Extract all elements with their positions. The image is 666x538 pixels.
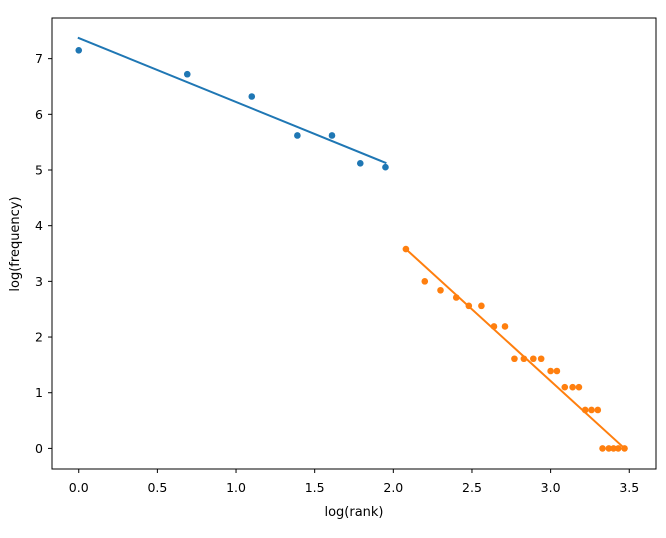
data-point [248, 93, 256, 100]
data-point [561, 383, 569, 391]
data-point [402, 245, 410, 253]
y-tick-label: 3 [35, 274, 43, 289]
data-point [610, 445, 617, 452]
y-tick-label: 1 [35, 385, 43, 400]
data-point [421, 278, 429, 285]
data-point [599, 445, 606, 452]
y-tick-label: 4 [35, 218, 43, 233]
y-tick-label: 2 [35, 330, 43, 345]
data-point [511, 355, 518, 363]
x-tick-label: 0.0 [69, 480, 89, 495]
data-point [621, 445, 628, 452]
data-point [605, 445, 613, 452]
data-point [382, 163, 389, 171]
data-point [356, 160, 364, 167]
data-point [581, 406, 589, 414]
x-tick-label: 0.5 [147, 480, 167, 495]
plot-frame [51, 17, 657, 470]
data-point [520, 355, 528, 363]
data-point [183, 70, 191, 78]
y-tick-label: 0 [35, 441, 43, 456]
data-point [537, 355, 545, 363]
data-point [490, 323, 498, 330]
y-axis: 0 1 2 3 4 5 6 7 [35, 51, 52, 456]
data-point [588, 406, 595, 414]
data-point [437, 286, 444, 294]
data-point [328, 132, 336, 139]
data-point [452, 294, 460, 301]
series-1 [75, 36, 389, 171]
data-point [530, 355, 537, 363]
plot-area [75, 36, 628, 452]
y-tick-label: 6 [35, 107, 43, 122]
x-axis: 0.0 0.5 1.0 1.5 2.0 2.5 3.0 3.5 [69, 469, 639, 495]
x-axis-label: log(rank) [324, 505, 383, 520]
x-tick-label: 2.0 [383, 480, 403, 495]
data-point [294, 132, 301, 139]
data-point [547, 367, 554, 375]
y-tick-label: 7 [35, 51, 43, 66]
fit-line [404, 247, 626, 450]
data-point [553, 367, 561, 375]
y-tick-label: 5 [35, 163, 43, 178]
fit-line [77, 36, 387, 165]
x-tick-label: 2.5 [462, 480, 482, 495]
data-point [465, 302, 473, 310]
data-point [501, 323, 509, 330]
data-point [478, 302, 485, 310]
data-point [575, 383, 583, 391]
data-point [569, 383, 576, 391]
x-tick-label: 1.0 [226, 480, 246, 495]
x-tick-label: 1.5 [305, 480, 325, 495]
data-point [594, 406, 602, 414]
series-2 [402, 245, 628, 452]
x-tick-label: 3.0 [541, 480, 561, 495]
y-axis-label: log(frequency) [8, 196, 23, 291]
data-point [75, 46, 83, 54]
x-tick-label: 3.5 [619, 480, 639, 495]
data-point [614, 445, 622, 452]
